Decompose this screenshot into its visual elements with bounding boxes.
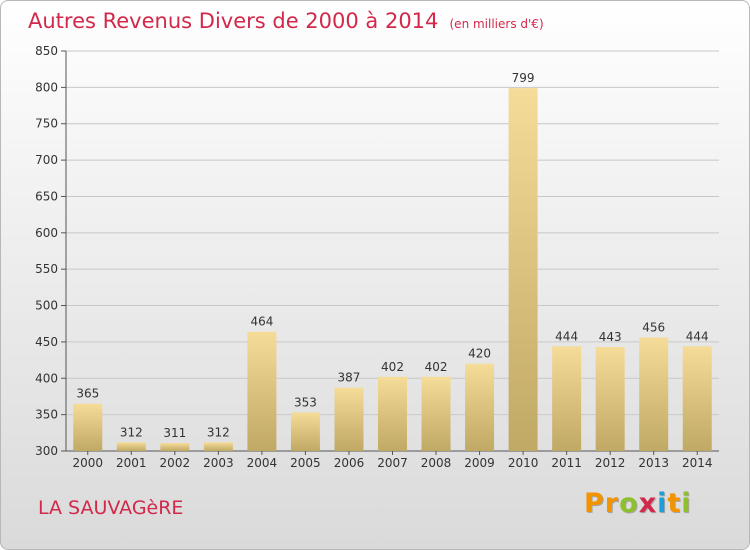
data-label: 799 bbox=[512, 71, 535, 85]
bar bbox=[378, 376, 407, 451]
y-tick-label: 750 bbox=[35, 117, 58, 131]
logo-letter: t bbox=[667, 488, 682, 519]
proxiti-logo: Proxiti bbox=[584, 488, 692, 519]
data-label: 402 bbox=[381, 360, 404, 374]
y-tick-label: 650 bbox=[35, 189, 58, 203]
y-tick-label: 700 bbox=[35, 153, 58, 167]
bar bbox=[290, 412, 320, 451]
y-tick-label: 400 bbox=[35, 371, 58, 385]
x-tick-label: 2000 bbox=[72, 456, 103, 470]
bar bbox=[682, 346, 712, 451]
data-label: 387 bbox=[338, 371, 361, 385]
y-tick-label: 850 bbox=[35, 44, 58, 58]
logo-letter: r bbox=[604, 488, 620, 519]
data-label: 312 bbox=[120, 425, 143, 439]
bar bbox=[552, 346, 582, 451]
data-label: 444 bbox=[686, 329, 709, 343]
bar bbox=[334, 387, 364, 451]
x-tick-label: 2005 bbox=[290, 456, 321, 470]
data-label: 464 bbox=[250, 315, 273, 329]
x-tick-label: 2008 bbox=[421, 456, 452, 470]
bar bbox=[247, 331, 277, 451]
data-label: 420 bbox=[468, 347, 491, 361]
y-tick-label: 500 bbox=[35, 299, 58, 313]
chart-title: Autres Revenus Divers de 2000 à 2014 bbox=[28, 9, 439, 33]
x-tick-label: 2003 bbox=[203, 456, 234, 470]
data-label: 365 bbox=[76, 387, 99, 401]
logo-letter: i bbox=[681, 488, 692, 519]
x-tick-label: 2009 bbox=[464, 456, 495, 470]
x-tick-label: 2012 bbox=[595, 456, 626, 470]
x-tick-label: 2001 bbox=[116, 456, 147, 470]
y-tick-label: 300 bbox=[35, 444, 58, 458]
y-tick-label: 450 bbox=[35, 335, 58, 349]
logo-letter: P bbox=[584, 488, 605, 519]
commune-name: LA SAUVAGèRE bbox=[38, 497, 184, 519]
bar bbox=[203, 442, 233, 451]
bar bbox=[508, 88, 538, 451]
bar bbox=[73, 403, 103, 451]
x-tick-label: 2004 bbox=[247, 456, 278, 470]
y-tick-label: 600 bbox=[35, 226, 58, 240]
x-tick-label: 2014 bbox=[682, 456, 713, 470]
logo-letter: o bbox=[619, 488, 639, 519]
x-tick-label: 2010 bbox=[508, 456, 539, 470]
bar bbox=[639, 337, 669, 451]
data-label: 312 bbox=[207, 425, 230, 439]
bar bbox=[160, 443, 190, 451]
data-label: 311 bbox=[163, 426, 186, 440]
bar bbox=[595, 347, 625, 451]
bar bbox=[116, 442, 146, 451]
data-label: 456 bbox=[642, 321, 665, 335]
chart-unit: (en milliers d'€) bbox=[449, 17, 544, 31]
logo-letter: i bbox=[657, 488, 668, 519]
x-tick-label: 2011 bbox=[551, 456, 582, 470]
data-label: 444 bbox=[555, 329, 578, 343]
x-tick-label: 2007 bbox=[377, 456, 408, 470]
bar bbox=[465, 363, 495, 451]
data-label: 402 bbox=[425, 360, 448, 374]
data-label: 443 bbox=[599, 330, 622, 344]
bar bbox=[421, 376, 451, 451]
x-tick-label: 2013 bbox=[638, 456, 669, 470]
y-tick-label: 550 bbox=[35, 262, 58, 276]
x-tick-label: 2006 bbox=[334, 456, 365, 470]
y-tick-label: 800 bbox=[35, 80, 58, 94]
chart-title-block: Autres Revenus Divers de 2000 à 2014 (en… bbox=[28, 9, 544, 33]
x-tick-label: 2002 bbox=[160, 456, 191, 470]
data-label: 353 bbox=[294, 395, 317, 409]
logo-letter: x bbox=[638, 488, 658, 519]
y-tick-label: 350 bbox=[35, 408, 58, 422]
